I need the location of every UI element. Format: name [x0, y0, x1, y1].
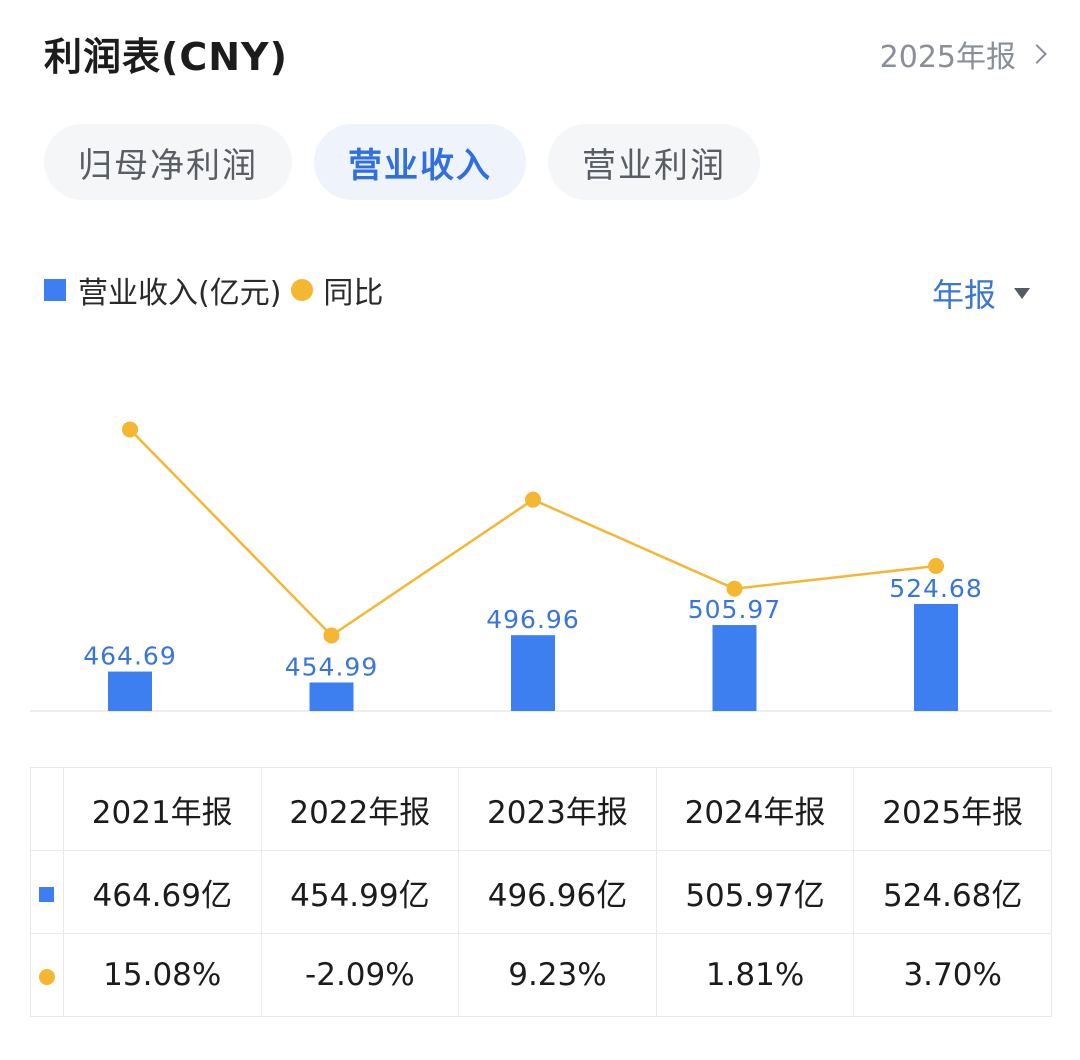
table-header-cell: 2021年报 [62, 767, 262, 851]
table-corner-cell [30, 767, 64, 851]
tab-operating-profit[interactable]: 营业利润 [548, 124, 760, 200]
tab-revenue[interactable]: 营业收入 [314, 124, 526, 200]
yoy-row-marker [30, 933, 64, 1017]
metric-tabs: 归母净利润 营业收入 营业利润 [44, 124, 760, 200]
period-select-label: 年报 [931, 276, 996, 314]
yoy-point-2025年报[interactable] [928, 558, 944, 575]
table-cell: 505.97亿 [655, 850, 855, 934]
data-table: 2021年报 2022年报 2023年报 2024年报 2025年报 464.6… [30, 767, 1052, 1017]
table-header-cell: 2025年报 [853, 767, 1052, 851]
dot-marker-icon [38, 969, 55, 985]
bar-legend-marker [44, 279, 66, 301]
table-cell: 524.68亿 [853, 850, 1052, 934]
square-marker-icon [39, 887, 55, 902]
chevron-right-icon [1027, 44, 1047, 64]
bar-2023年报[interactable] [511, 635, 555, 711]
bar-2024年报[interactable] [712, 625, 757, 711]
table-header-cell: 2024年报 [655, 767, 855, 851]
table-cell: 464.69亿 [62, 850, 262, 934]
bar-value-label: 505.97 [688, 595, 781, 624]
bar-legend-label: 营业收入(亿元) [78, 276, 282, 311]
table-header-cell: 2022年报 [260, 767, 460, 851]
table-header-row: 2021年报 2022年报 2023年报 2024年报 2025年报 [30, 767, 1052, 851]
table-row-revenue: 464.69亿 454.99亿 496.96亿 505.97亿 524.68亿 [30, 850, 1052, 934]
bar-2021年报[interactable] [108, 671, 152, 711]
bar-value-label: 454.99 [285, 653, 378, 682]
bar-2025年报[interactable] [914, 603, 958, 711]
line-legend-marker [291, 279, 314, 301]
table-cell: 9.23% [458, 933, 657, 1017]
period-link-label: 2025年报 [879, 40, 1016, 75]
table-cell: 496.96亿 [458, 850, 657, 934]
yoy-point-2021年报[interactable] [122, 421, 138, 438]
line-legend-label: 同比 [323, 276, 384, 311]
bar-value-label: 496.96 [486, 605, 579, 634]
table-cell: 454.99亿 [260, 850, 460, 934]
revenue-chart: 464.69 454.99 496.96 505.97 524.68 [30, 421, 1052, 712]
table-cell: 3.70% [853, 933, 1052, 1017]
tab-net-profit[interactable]: 归母净利润 [44, 124, 292, 200]
revenue-row-marker [30, 850, 64, 934]
dropdown-triangle-icon [1014, 287, 1030, 299]
period-select[interactable]: 年报 [932, 270, 1030, 316]
yoy-point-2024年报[interactable] [726, 580, 743, 597]
table-header-cell: 2023年报 [458, 767, 657, 851]
bar-2022年报[interactable] [309, 682, 354, 712]
period-link[interactable]: 2025年报 [879, 32, 1047, 76]
table-cell: -2.09% [260, 933, 460, 1017]
chart-legend: 营业收入(亿元) 同比 [44, 270, 384, 311]
table-cell: 15.08% [62, 933, 262, 1017]
yoy-point-2022年报[interactable] [323, 627, 340, 644]
page-title: 利润表(CNY) [44, 35, 288, 79]
table-cell: 1.81% [655, 933, 855, 1017]
table-row-yoy: 15.08% -2.09% 9.23% 1.81% 3.70% [30, 933, 1052, 1017]
bar-value-label: 464.69 [83, 642, 176, 671]
header: 利润表(CNY) 2025年报 [44, 22, 1047, 82]
bar-value-label: 524.68 [889, 574, 982, 603]
yoy-point-2023年报[interactable] [525, 491, 541, 508]
